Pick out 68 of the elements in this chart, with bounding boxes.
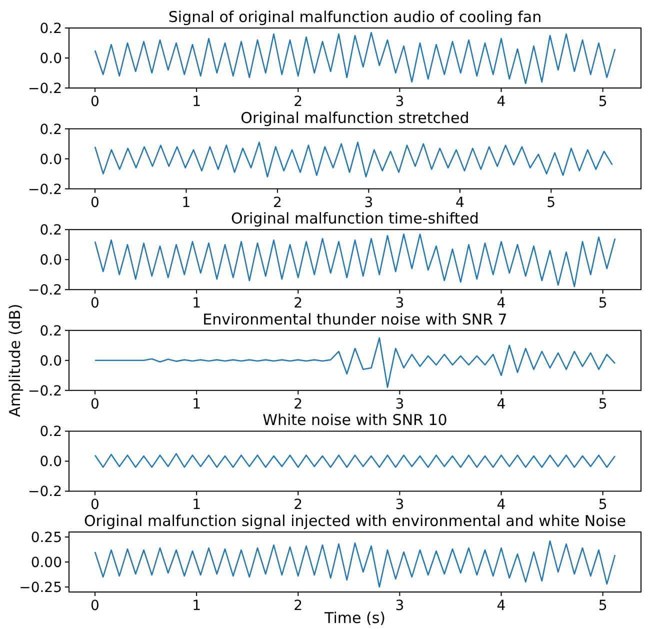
y-tick-label: −0.25: [19, 580, 62, 596]
x-tick-label: 0: [90, 497, 100, 514]
x-tick-label: 3: [395, 497, 404, 514]
y-axis-title: Amplitude (dB): [6, 304, 24, 417]
x-tick-label: 5: [598, 296, 608, 312]
x-tick-label: 1: [192, 598, 202, 614]
x-tick-label: 2: [294, 598, 303, 614]
x-tick-label: 4: [496, 396, 506, 412]
x-tick-label: 1: [182, 194, 191, 211]
chart-title: Original malfunction signal injected with environmental and white Noise: [84, 512, 626, 530]
x-tick-label: 0: [90, 296, 100, 312]
y-tick-label: −0.2: [28, 282, 62, 299]
y-tick-label: 0.0: [40, 252, 62, 269]
y-tick-label: 0.2: [40, 21, 62, 37]
y-tick-label: 0.0: [40, 51, 62, 67]
y-tick-label: −0.2: [28, 182, 62, 198]
y-tick-label: 0.2: [40, 222, 62, 239]
x-tick-label: 2: [294, 396, 303, 412]
x-tick-label: 1: [192, 296, 202, 312]
x-tick-label: 5: [598, 396, 608, 412]
x-tick-label: 5: [546, 194, 556, 211]
x-tick-label: 4: [496, 296, 506, 312]
x-tick-label: 3: [364, 194, 374, 211]
line-series: [94, 32, 616, 84]
chart-title: Original malfunction time-shifted: [231, 210, 479, 228]
chart-title: Environmental thunder noise with SNR 7: [202, 310, 508, 328]
x-tick-label: 0: [90, 194, 100, 211]
x-tick-label: 4: [496, 497, 506, 514]
x-tick-label: 4: [496, 94, 506, 110]
x-tick-label: 2: [294, 94, 303, 110]
x-tick-label: 4: [455, 194, 464, 211]
x-tick-label: 1: [192, 94, 202, 110]
x-axis-title: Time (s): [324, 609, 386, 627]
x-tick-label: 3: [395, 296, 404, 312]
line-series: [94, 453, 616, 468]
line-series: [94, 337, 616, 388]
line-series: [94, 233, 616, 288]
y-tick-label: −0.2: [28, 484, 62, 500]
y-tick-label: 0.0: [40, 353, 62, 370]
x-tick-label: 1: [192, 396, 202, 412]
x-tick-label: 2: [294, 497, 303, 514]
x-tick-label: 0: [90, 598, 100, 614]
x-tick-label: 3: [395, 94, 404, 110]
y-tick-label: 0.25: [30, 530, 62, 546]
chart-title: Signal of original malfunction audio of cooling fan: [168, 8, 542, 26]
x-tick-label: 3: [395, 396, 404, 412]
chart-title: Original malfunction stretched: [240, 108, 470, 127]
line-series: [94, 540, 616, 588]
x-tick-label: 3: [395, 598, 404, 614]
y-tick-label: 0.0: [40, 152, 62, 168]
y-tick-label: 0.2: [40, 323, 62, 340]
chart-title: White noise with SNR 10: [262, 411, 448, 430]
x-tick-label: 2: [272, 194, 282, 211]
x-tick-label: 5: [598, 94, 608, 110]
x-tick-label: 4: [496, 598, 506, 614]
y-tick-label: 0.0: [40, 454, 62, 470]
x-tick-label: 5: [598, 497, 608, 514]
x-tick-label: 0: [90, 94, 100, 110]
x-tick-label: 5: [598, 598, 608, 614]
y-tick-label: 0.2: [40, 424, 62, 440]
y-tick-label: −0.2: [28, 81, 62, 97]
x-tick-label: 2: [294, 296, 303, 312]
y-tick-label: 0.00: [30, 555, 62, 571]
x-tick-label: 1: [192, 497, 202, 514]
y-tick-label: −0.2: [28, 383, 62, 400]
y-tick-label: 0.2: [40, 122, 62, 138]
x-tick-label: 0: [90, 396, 100, 412]
line-series: [94, 142, 613, 178]
